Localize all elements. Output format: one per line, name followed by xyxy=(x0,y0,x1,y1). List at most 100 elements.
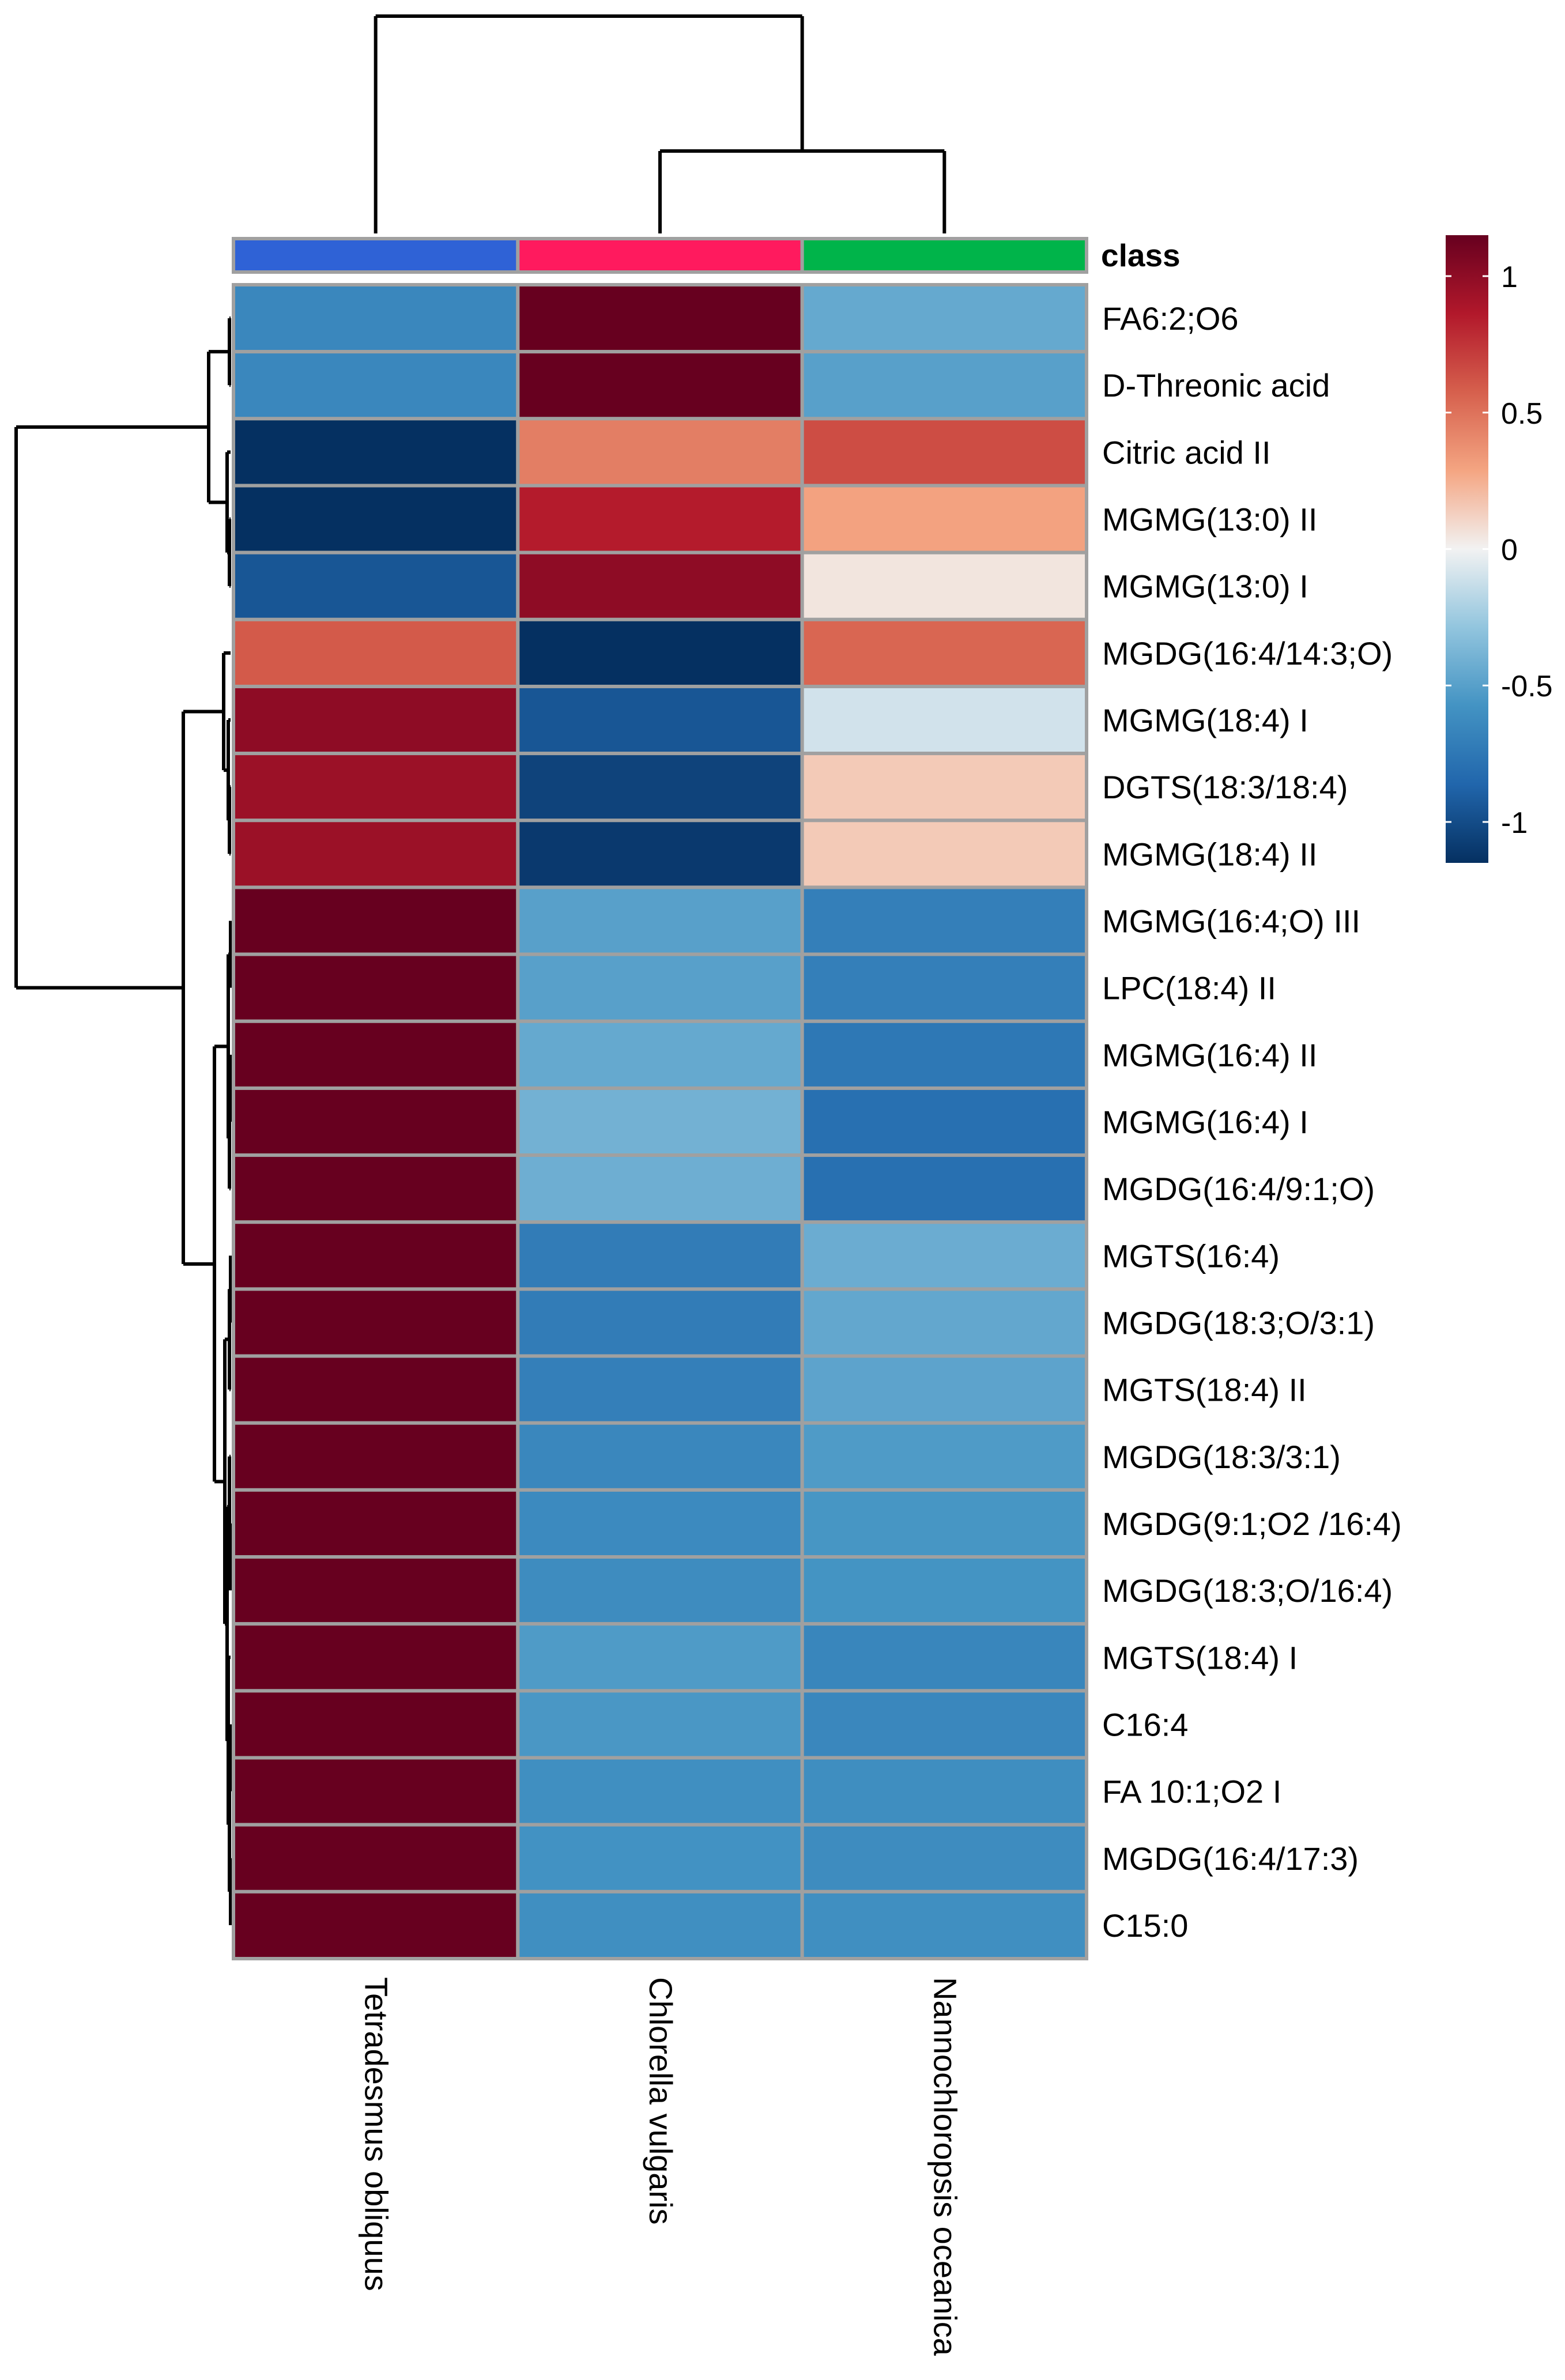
heatmap-cell xyxy=(516,952,804,1023)
legend-colorbar xyxy=(1446,235,1488,863)
heatmap-cell xyxy=(800,283,1088,354)
heatmap-cell xyxy=(516,617,804,688)
row-label: MGTS(16:4) xyxy=(1102,1238,1280,1274)
class-bar-segment xyxy=(800,237,1088,274)
heatmap-cell xyxy=(800,1488,1088,1559)
heatmap-cell xyxy=(516,1421,804,1492)
heatmap-cell xyxy=(232,283,520,354)
heatmap-cell xyxy=(516,1086,804,1157)
heatmap-cell xyxy=(232,1823,520,1894)
row-dendrogram xyxy=(14,316,232,1925)
heatmap-cell xyxy=(516,1220,804,1291)
heatmap-cell xyxy=(800,1019,1088,1090)
legend-tick-label: 0 xyxy=(1501,534,1518,567)
heatmap-cell xyxy=(516,550,804,621)
heatmap-cell xyxy=(516,1689,804,1760)
heatmap-cell xyxy=(516,1354,804,1425)
legend-tick-label: -0.5 xyxy=(1501,670,1553,703)
heatmap-cell xyxy=(232,1153,520,1224)
legend-tick-label: 1 xyxy=(1501,261,1518,294)
column-dendrogram xyxy=(374,14,946,233)
heatmap-cell xyxy=(800,1689,1088,1760)
color-legend: 1 0.5 0 -0.5 -1 xyxy=(1446,235,1553,863)
row-label: DGTS(18:3/18:4) xyxy=(1102,769,1348,805)
row-label: MGTS(18:4) II xyxy=(1102,1372,1307,1408)
heatmap-cell xyxy=(232,484,520,555)
heatmap-cell xyxy=(232,1889,520,1961)
row-label: MGDG(16:4/14:3;O) xyxy=(1102,635,1393,672)
row-label: C15:0 xyxy=(1102,1907,1188,1944)
row-label: MGMG(18:4) I xyxy=(1102,702,1308,738)
heatmap-cell xyxy=(800,684,1088,756)
heatmap-cell xyxy=(800,952,1088,1023)
heatmap-cell xyxy=(232,1086,520,1157)
row-label: MGMG(18:4) II xyxy=(1102,836,1317,872)
row-label: MGDG(16:4/9:1;O) xyxy=(1102,1171,1375,1207)
column-label: Tetradesmus obliquus xyxy=(359,1977,395,2291)
row-label: MGDG(9:1;O2 /16:4) xyxy=(1102,1506,1402,1542)
class-annotation-bar xyxy=(232,237,1088,274)
heatmap-cell xyxy=(232,417,520,488)
heatmap-cell xyxy=(232,1019,520,1090)
row-label: MGMG(13:0) I xyxy=(1102,568,1308,605)
row-labels: FA6:2;O6 D-Threonic acid Citric acid II MGM… xyxy=(1102,300,1402,1944)
heatmap-cell xyxy=(516,1823,804,1894)
heatmap-cell xyxy=(800,417,1088,488)
row-label: MGTS(18:4) I xyxy=(1102,1639,1298,1676)
heatmap-cell xyxy=(800,1756,1088,1827)
heatmap-cell xyxy=(516,417,804,488)
heatmap-cell xyxy=(516,1889,804,1961)
column-label: Nannochloropsis oceanica xyxy=(927,1977,963,2356)
heatmap-cell xyxy=(232,1756,520,1827)
column-label: Chlorella vulgaris xyxy=(643,1977,679,2225)
class-bar-segment xyxy=(516,237,804,274)
heatmap-cells xyxy=(232,283,1088,1961)
heatmap-cell xyxy=(800,350,1088,421)
heatmap-cell xyxy=(232,350,520,421)
heatmap-cell xyxy=(516,350,804,421)
heatmap-cell xyxy=(800,1287,1088,1358)
heatmap-cell xyxy=(516,684,804,756)
heatmap-cell xyxy=(232,684,520,756)
row-label: MGMG(16:4;O) III xyxy=(1102,903,1360,940)
heatmap-cell xyxy=(232,1488,520,1559)
heatmap-cell xyxy=(800,752,1088,823)
column-labels: Tetradesmus obliquus Chlorella vulgaris Na… xyxy=(359,1977,964,2356)
heatmap-cell xyxy=(232,819,520,889)
row-label: FA 10:1;O2 I xyxy=(1102,1774,1281,1810)
heatmap-cell xyxy=(800,1354,1088,1425)
heatmap-cell xyxy=(800,617,1088,688)
row-label: LPC(18:4) II xyxy=(1102,970,1276,1006)
row-label: Citric acid II xyxy=(1102,434,1271,470)
heatmap-cell xyxy=(800,1622,1088,1693)
heatmap-cell xyxy=(232,617,520,688)
heatmap-cell xyxy=(800,1555,1088,1626)
row-label: MGMG(16:4) I xyxy=(1102,1104,1308,1140)
row-label: D-Threonic acid xyxy=(1102,367,1330,403)
row-label: C16:4 xyxy=(1102,1706,1188,1742)
heatmap-cell xyxy=(800,1421,1088,1492)
row-label: FA6:2;O6 xyxy=(1102,300,1239,337)
heatmap-cell xyxy=(516,1555,804,1626)
heatmap-cell xyxy=(232,752,520,823)
heatmap-cell xyxy=(800,1889,1088,1961)
heatmap-cell xyxy=(800,1086,1088,1157)
class-annotation-label: class xyxy=(1101,237,1181,273)
heatmap-cell xyxy=(516,752,804,823)
heatmap-cell xyxy=(516,885,804,956)
heatmap-cell xyxy=(232,1220,520,1291)
row-label: MGDG(18:3;O/16:4) xyxy=(1102,1572,1393,1609)
heatmap-cell xyxy=(232,550,520,621)
heatmap-cell xyxy=(516,1019,804,1090)
heatmap-cell xyxy=(232,1354,520,1425)
row-label: MGMG(16:4) II xyxy=(1102,1037,1317,1073)
heatmap-cell xyxy=(800,1220,1088,1291)
legend-tick-label: -1 xyxy=(1501,806,1528,840)
row-label: MGDG(16:4/17:3) xyxy=(1102,1840,1359,1877)
heatmap-cell xyxy=(516,819,804,889)
heatmap-cell xyxy=(232,1421,520,1492)
heatmap-cell xyxy=(232,1555,520,1626)
heatmap-cell xyxy=(800,819,1088,889)
